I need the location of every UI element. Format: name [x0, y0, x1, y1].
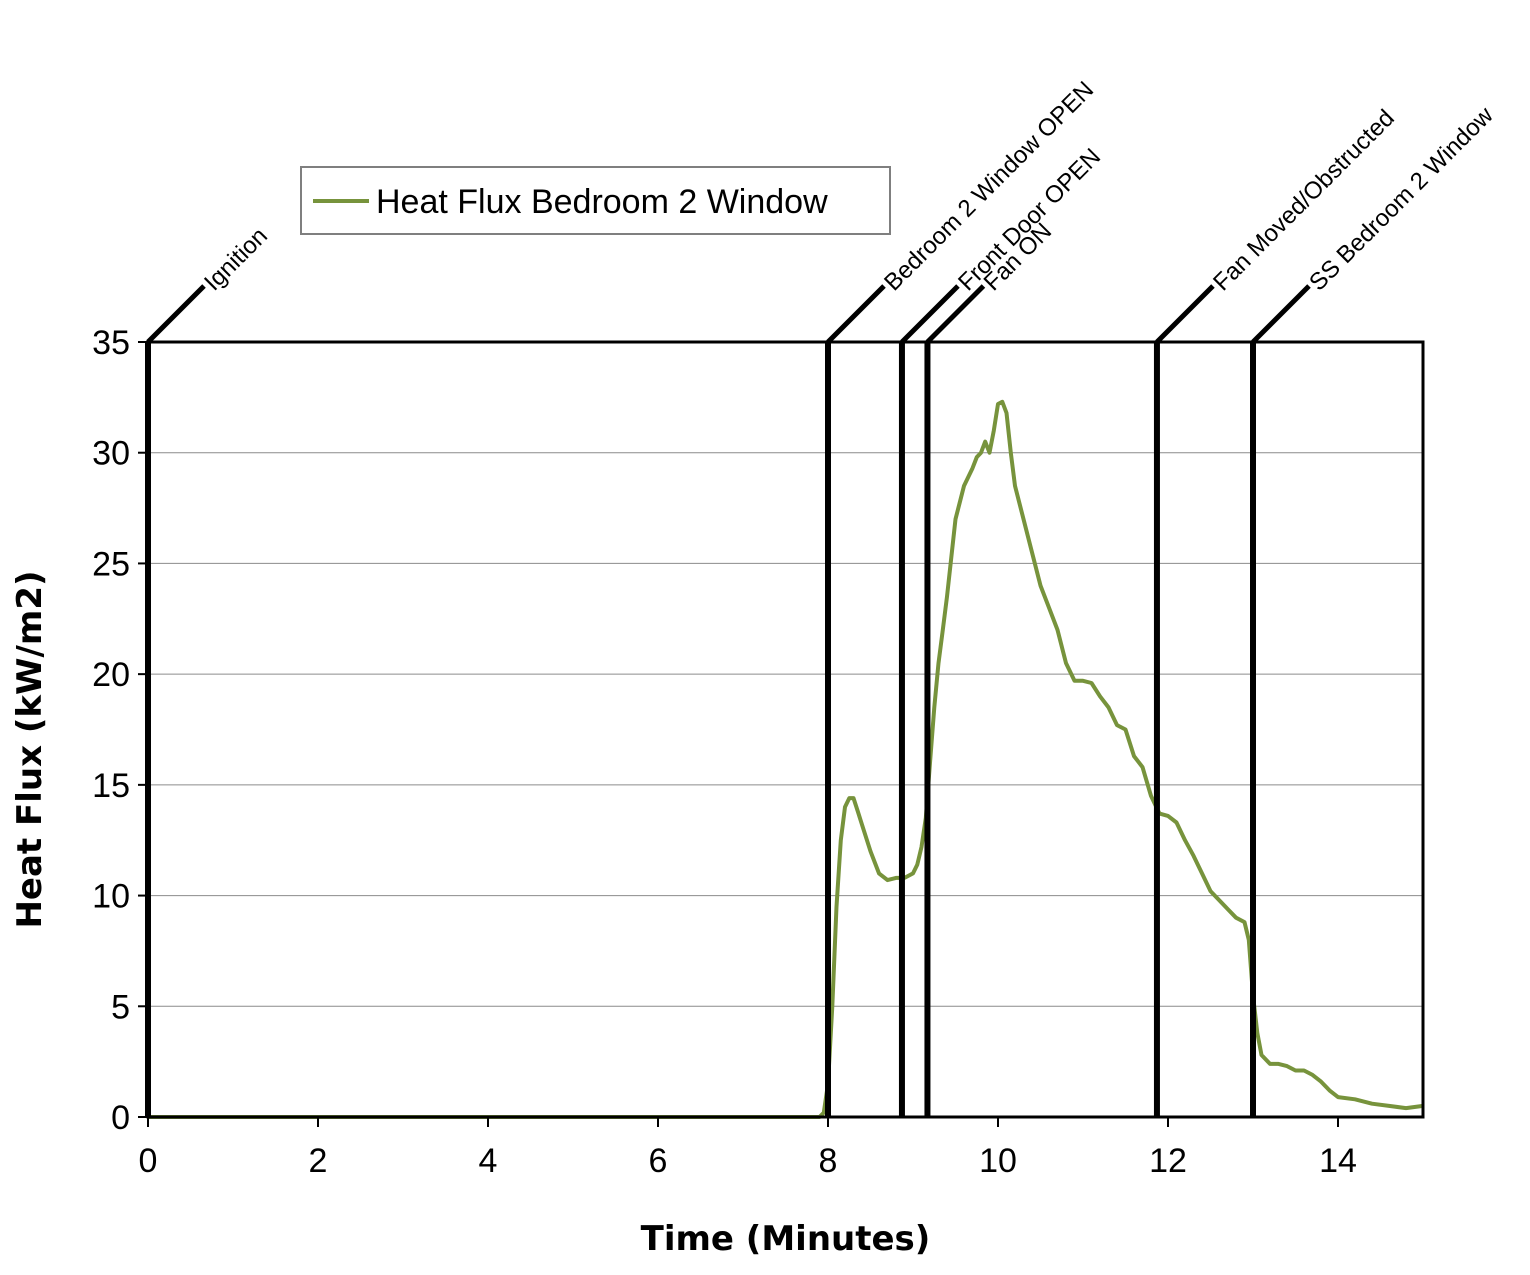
legend-box	[300, 166, 891, 235]
x-axis-title: Time (Minutes)	[641, 1219, 931, 1259]
y-tick-label: 10	[92, 878, 130, 916]
y-axis-title: Heat Flux (kW/m2)	[10, 570, 50, 928]
x-tick-label: 10	[979, 1142, 1017, 1180]
axis-ticks: 0 5 10 15 20 25 30 35 0 2 4 6 8 10 12 14	[92, 324, 1357, 1180]
event-leader	[146, 284, 206, 344]
legend-entry-label: Heat Flux Bedroom 2 Window	[376, 183, 828, 221]
event-leader	[900, 284, 960, 344]
x-tick-label: 0	[139, 1142, 158, 1180]
x-tick-label: 14	[1319, 1142, 1357, 1180]
x-tick-label: 6	[649, 1142, 668, 1180]
x-tick-label: 4	[479, 1142, 498, 1180]
plot-frame	[146, 340, 1425, 1119]
event-leader	[925, 284, 986, 344]
event-leader	[1251, 284, 1311, 344]
event-label: Fan Moved/Obstructed	[1208, 105, 1400, 297]
gridlines	[148, 452, 1423, 1007]
y-tick-label: 0	[111, 1099, 130, 1137]
y-tick-label: 20	[92, 656, 130, 694]
x-tick-label: 12	[1149, 1142, 1187, 1180]
event-label: SS Bedroom 2 Window	[1304, 101, 1499, 296]
y-tick-label: 15	[92, 767, 130, 805]
event-label: Front Door OPEN	[953, 143, 1106, 296]
y-tick-label: 35	[92, 324, 130, 362]
x-tick-label: 2	[309, 1142, 328, 1180]
legend: Heat Flux Bedroom 2 Window	[300, 166, 891, 235]
series-line-0	[148, 399, 1424, 1119]
event-leader	[826, 284, 886, 344]
event-label: Ignition	[199, 222, 273, 296]
series-layer	[148, 399, 1424, 1119]
y-tick-label: 30	[92, 435, 130, 473]
event-leader	[1155, 284, 1215, 344]
x-tick-label: 8	[819, 1142, 838, 1180]
y-tick-label: 25	[92, 545, 130, 583]
y-tick-label: 5	[111, 988, 130, 1026]
